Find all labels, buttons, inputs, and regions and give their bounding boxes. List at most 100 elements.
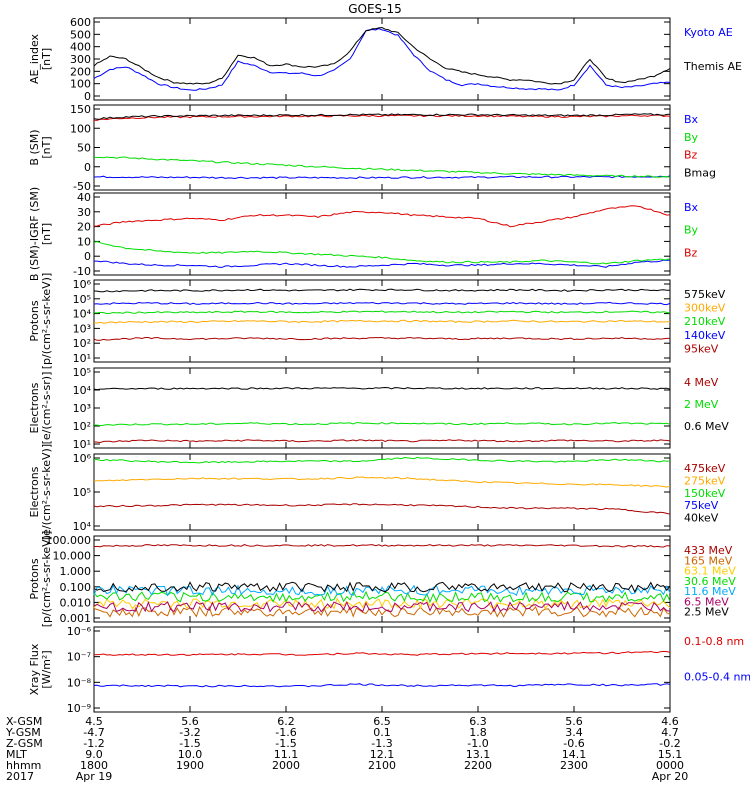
series-line-electrons2 [93, 476, 671, 488]
footer-value: 5.6 [565, 715, 583, 728]
ytick-label: 10⁶ [73, 278, 92, 291]
series-line-protons2 [93, 581, 671, 594]
y-axis-label: Protons [28, 558, 41, 599]
footer-value: Apr 20 [652, 770, 689, 783]
footer-value: 10.0 [178, 748, 203, 761]
ytick-label: 10⁴ [73, 384, 92, 397]
footer-value: 15.1 [658, 748, 683, 761]
ytick-label: 10⁶ [73, 452, 92, 465]
chart-title: GOES-15 [348, 2, 402, 16]
series-line-protons2 [94, 544, 671, 548]
legend-label: Kyoto AE [684, 26, 733, 39]
legend-label: 575keV [684, 288, 726, 301]
panel-frame-bigrf [93, 192, 671, 276]
footer-value: 1900 [176, 759, 204, 772]
ytick-label: 40 [77, 191, 91, 204]
ytick-label: 10¹ [73, 438, 91, 451]
series-line-electrons1 [93, 439, 671, 444]
series-line-electrons1 [93, 386, 671, 391]
y-axis-label: B (SM) [28, 129, 41, 165]
ytick-label: 300 [70, 53, 91, 66]
ytick-label: 10⁵ [73, 366, 91, 379]
y-axis-label: [W/m²] [40, 650, 53, 688]
legend-label: 75keV [684, 499, 719, 512]
series-line-bsm [93, 114, 671, 121]
legend-label: 40keV [684, 512, 719, 525]
y-axis-label: [e/(cm²-s-sr-keV)] [40, 444, 53, 540]
y-axis-label: Electrons [28, 466, 41, 517]
ytick-label: 10.000 [53, 550, 92, 563]
footer-value: -1.5 [179, 737, 200, 750]
series-line-protons2 [93, 584, 671, 597]
series-line-electrons2 [93, 503, 671, 515]
series-line-protons [93, 288, 670, 293]
legend-label: 11.6 MeV [684, 585, 736, 598]
series-line-protons [93, 319, 671, 324]
ytick-label: 0 [84, 161, 91, 174]
footer-value: Apr 19 [76, 770, 113, 783]
ytick-label: -10 [73, 265, 91, 278]
ytick-label: 10³ [73, 402, 91, 415]
ytick-label: 150 [70, 103, 91, 116]
footer-row-label: Z-GSM [6, 737, 43, 750]
ytick-label: 10⁴ [73, 520, 92, 533]
footer-value: 3.4 [565, 726, 583, 739]
ytick-label: 100.000 [46, 534, 92, 547]
ytick-label: 400 [70, 41, 91, 54]
footer-row-label: X-GSM [6, 715, 42, 728]
footer-value: -4.7 [83, 726, 104, 739]
ytick-label: 10⁻⁸ [67, 676, 92, 689]
y-axis-label: [p/(cm²-s-sr-keV)] [40, 531, 53, 628]
footer-row-label: 2017 [6, 770, 34, 783]
ytick-label: 0 [84, 90, 91, 103]
ytick-label: 10² [73, 337, 91, 350]
legend-label: 4 MeV [684, 376, 719, 389]
footer-value: 4.6 [661, 715, 679, 728]
ytick-label: 10⁵ [73, 486, 91, 499]
legend-label: Bmag [684, 166, 716, 179]
footer-value: -0.6 [563, 737, 584, 750]
footer-row-label: Y-GSM [5, 726, 41, 739]
ytick-label: 10⁻⁹ [67, 702, 91, 715]
footer-value: -1.0 [467, 737, 488, 750]
y-axis-label: AE_index [28, 33, 41, 84]
legend-label: Bz [684, 149, 698, 162]
series-line-electrons2 [93, 456, 671, 464]
footer-value: 1.8 [469, 726, 487, 739]
series-line-bsm [93, 156, 671, 178]
legend-label: 2.5 MeV [684, 606, 729, 619]
ytick-label: 0.010 [60, 596, 92, 609]
footer-value: -1.5 [275, 737, 296, 750]
legend-label: 210keV [684, 315, 726, 328]
y-axis-label: Xray Flux [28, 643, 41, 695]
ytick-label: 10⁵ [73, 293, 91, 306]
footer-value: 13.1 [466, 748, 491, 761]
ytick-label: 10³ [73, 322, 91, 335]
footer-value: 2100 [368, 759, 396, 772]
ytick-label: 100 [70, 122, 91, 135]
y-axis-label: [e/(cm²-s-sr)] [40, 372, 53, 445]
legend-label: 30.6 MeV [684, 575, 736, 588]
legend-label: Bx [684, 201, 699, 214]
legend-label: Bx [684, 113, 699, 126]
series-line-ae [93, 28, 671, 91]
footer-value: 2200 [464, 759, 492, 772]
footer-value: 6.5 [373, 715, 391, 728]
footer-value: 14.1 [562, 748, 587, 761]
ytick-label: 0 [84, 250, 91, 263]
ytick-label: 1.000 [60, 565, 92, 578]
ytick-label: 200 [70, 65, 91, 78]
legend-label: 2 MeV [684, 398, 719, 411]
footer-value: 2000 [272, 759, 300, 772]
panel-frame-xray [93, 626, 671, 713]
series-line-protons [93, 336, 670, 341]
panel-frame-electrons1 [93, 367, 671, 449]
ytick-label: 500 [70, 28, 91, 41]
footer-value: 1800 [80, 759, 108, 772]
ytick-label: 30 [77, 206, 91, 219]
series-line-protons [93, 301, 671, 306]
footer-value: 9.0 [85, 748, 103, 761]
footer-value: 6.3 [469, 715, 487, 728]
footer-value: 12.1 [370, 748, 395, 761]
